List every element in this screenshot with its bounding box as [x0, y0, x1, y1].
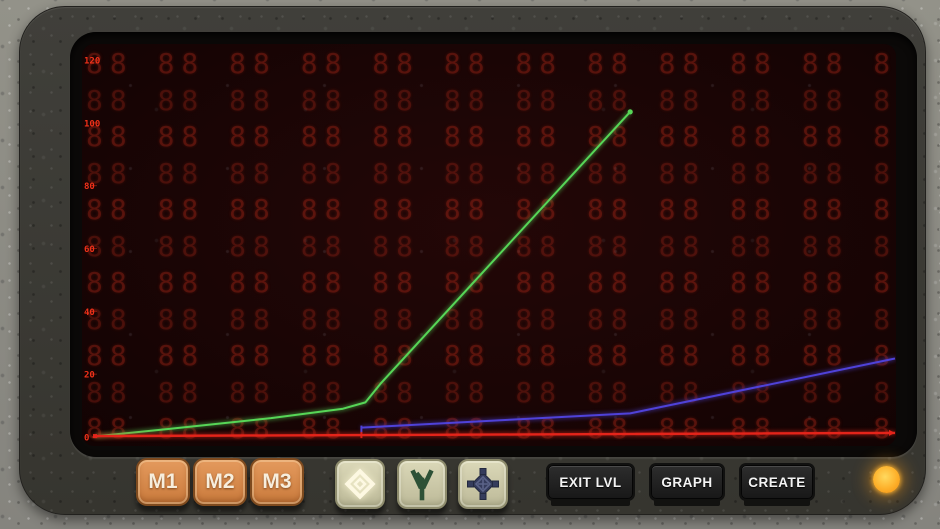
blue-line — [361, 357, 896, 429]
graph-label: GRAPH — [661, 474, 713, 490]
gem-diamond-icon — [467, 468, 499, 500]
exit-lvl-button[interactable]: EXIT LVL — [548, 465, 633, 499]
y-tick-label: 20 — [84, 371, 95, 381]
red-line-end-arrow — [889, 429, 895, 436]
create-button[interactable]: CREATE — [741, 465, 813, 499]
chart-svg: 0 20 40 60 80 100 120 — [84, 57, 896, 444]
y-tick-label: 0 — [84, 434, 89, 444]
y-tick-label: 80 — [84, 182, 95, 192]
m2-label: M2 — [205, 470, 235, 493]
green-line — [94, 111, 631, 438]
red-line-start-marker — [93, 434, 97, 439]
y-tick-label: 100 — [84, 119, 100, 129]
y-tick-label: 40 — [84, 308, 95, 318]
power-led — [873, 466, 900, 493]
create-label: CREATE — [748, 474, 806, 490]
trident-key-button[interactable] — [397, 459, 447, 509]
m1-button[interactable]: M1 — [136, 458, 190, 506]
red-line — [94, 431, 896, 438]
diamond-outline-icon — [344, 468, 376, 500]
m3-button[interactable]: M3 — [250, 458, 304, 506]
y-tick-label: 60 — [84, 245, 95, 255]
trident-icon — [410, 469, 434, 501]
m3-label: M3 — [262, 470, 292, 493]
exit-lvl-label: EXIT LVL — [559, 474, 622, 490]
m2-button[interactable]: M2 — [193, 458, 247, 506]
m1-label: M1 — [148, 470, 178, 493]
y-tick-label: 120 — [84, 57, 100, 67]
green-line-end-dot — [627, 109, 633, 115]
diamond-key-button[interactable] — [335, 459, 385, 509]
gem-key-button[interactable] — [458, 459, 508, 509]
graph-button[interactable]: GRAPH — [651, 465, 723, 499]
